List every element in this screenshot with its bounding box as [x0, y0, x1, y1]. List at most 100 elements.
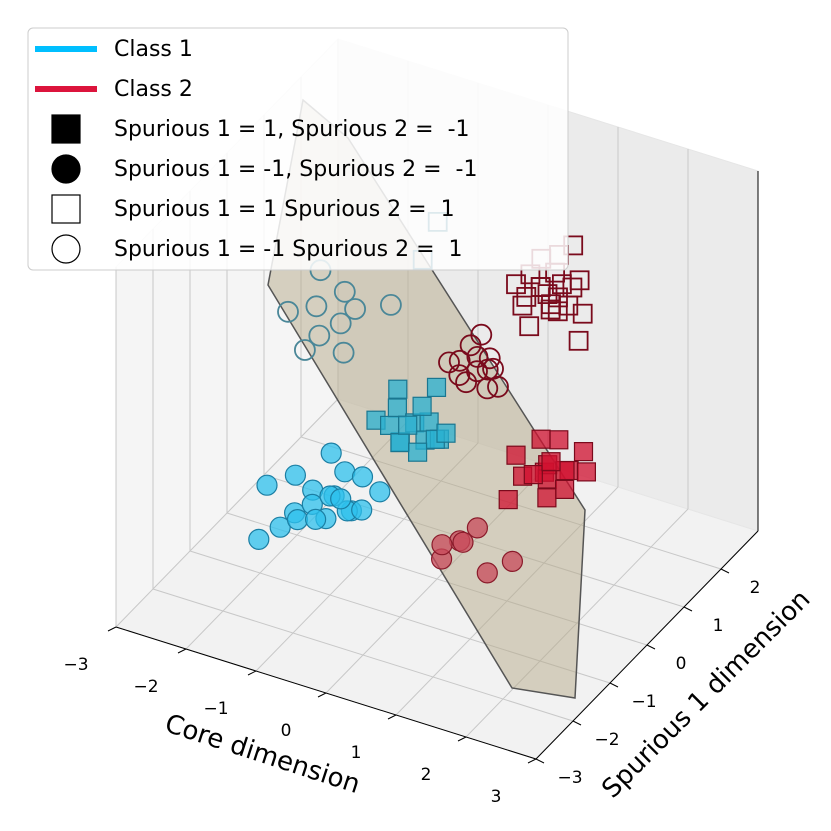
point — [448, 349, 471, 372]
point — [530, 277, 551, 297]
y-axis-line — [535, 530, 759, 760]
x-tick-label: −3 — [63, 655, 88, 675]
y-tick — [720, 568, 730, 574]
point — [531, 429, 551, 449]
point — [554, 479, 575, 499]
x-tick-label: 2 — [421, 765, 432, 785]
point — [466, 360, 488, 383]
point — [390, 433, 410, 453]
point — [549, 430, 569, 450]
legend-label: Spurious 1 = 1 Spurious 2 = 1 — [114, 197, 455, 222]
point — [523, 465, 543, 485]
y-tick-label: −2 — [594, 730, 619, 750]
point — [537, 488, 557, 508]
point — [256, 474, 278, 496]
point — [320, 442, 342, 464]
point — [478, 347, 501, 370]
y-tick — [683, 606, 693, 612]
x-tick — [107, 626, 117, 632]
point — [519, 316, 540, 337]
point — [448, 364, 471, 387]
y-tick-label: −1 — [631, 692, 656, 712]
x-tick-label: 1 — [351, 743, 362, 763]
x-tick — [177, 648, 187, 654]
point — [286, 508, 309, 531]
point — [547, 301, 568, 322]
point — [506, 274, 526, 295]
point — [487, 375, 509, 398]
x-tick — [457, 736, 467, 742]
point — [569, 270, 590, 291]
legend-label: Spurious 1 = -1 Spurious 2 = 1 — [114, 237, 463, 262]
point — [293, 339, 316, 361]
y-tick — [646, 644, 656, 650]
point — [248, 528, 270, 551]
point — [568, 330, 589, 351]
point — [308, 324, 331, 347]
point — [305, 295, 328, 318]
x-tick-label: −2 — [133, 677, 158, 697]
point — [572, 303, 593, 324]
x-tick-label: 0 — [281, 721, 292, 741]
point — [344, 298, 367, 320]
point — [476, 562, 498, 584]
point — [436, 423, 456, 443]
point — [501, 550, 524, 573]
legend-label: Class 2 — [114, 77, 193, 102]
point — [387, 398, 407, 418]
legend-square — [51, 114, 81, 144]
legend-label: Spurious 1 = 1, Spurious 2 = -1 — [114, 117, 470, 142]
point — [506, 445, 526, 465]
y-tick-label: 2 — [750, 578, 761, 598]
point — [426, 377, 447, 397]
point — [573, 442, 594, 462]
point — [408, 442, 428, 462]
y-tick — [609, 682, 619, 688]
point — [305, 508, 327, 531]
point — [470, 323, 493, 346]
x-tick-label: 3 — [491, 787, 502, 807]
point — [333, 280, 356, 303]
x-tick — [247, 670, 257, 676]
legend-box — [27, 27, 569, 271]
point — [332, 341, 355, 364]
x-tick — [317, 692, 327, 698]
y-tick-label: 0 — [676, 654, 687, 674]
point — [380, 415, 400, 435]
point — [330, 488, 352, 510]
x-tick-label: −1 — [203, 699, 228, 719]
points — [248, 211, 597, 584]
y-tick-label: −3 — [557, 768, 582, 788]
y-tick-label: 1 — [713, 616, 724, 636]
legend-label: Spurious 1 = -1, Spurious 2 = -1 — [114, 157, 477, 182]
ticks: −3 −2 −1 0 1 2 3 −3 −2 −1 0 1 2 — [63, 171, 760, 807]
point — [431, 534, 453, 556]
x-axis-label: Core dimension — [161, 709, 363, 800]
legend-circle — [51, 234, 81, 264]
y-tick — [535, 758, 545, 764]
point — [351, 499, 373, 521]
point — [548, 287, 568, 308]
point — [398, 415, 418, 435]
point — [388, 379, 408, 399]
y-tick — [572, 720, 582, 726]
point — [455, 371, 478, 394]
point — [498, 490, 518, 510]
point — [351, 466, 374, 488]
x-tick — [387, 714, 397, 720]
point — [369, 481, 391, 503]
x-axis-line — [115, 626, 537, 760]
legend-label: Class 1 — [114, 37, 193, 62]
point — [412, 396, 432, 416]
point — [476, 377, 499, 400]
point — [379, 293, 402, 316]
point — [277, 300, 299, 323]
y-grid-line — [152, 588, 574, 722]
point — [512, 295, 533, 316]
x-tick — [527, 758, 537, 764]
point — [541, 452, 561, 472]
point — [466, 517, 488, 539]
legend-square — [51, 194, 81, 224]
point — [576, 462, 597, 482]
